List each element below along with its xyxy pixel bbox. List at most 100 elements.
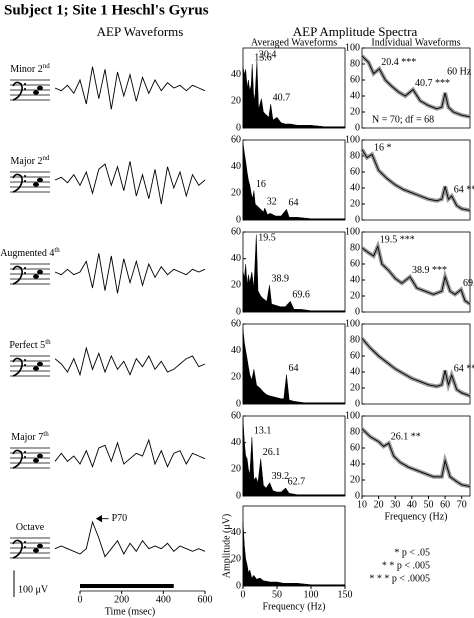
label-text: Augmented 4 — [0, 248, 54, 259]
spectrum-band — [360, 148, 471, 213]
waveform — [54, 66, 206, 110]
waveform — [54, 346, 206, 377]
y-tick-label: 20 — [350, 290, 360, 301]
peak-label: 62.7 — [288, 476, 306, 487]
bass-clef — [12, 265, 23, 285]
x-tick-label: 60 — [440, 499, 450, 510]
significance-legend: * * p < .005 — [382, 560, 430, 571]
y-tick-label: 20 — [231, 188, 241, 199]
y-tick-label: 0 — [236, 306, 241, 317]
clef-dot — [24, 359, 26, 361]
clef-dot — [24, 541, 26, 543]
peak-label: 64 *** — [454, 184, 474, 195]
clef-dot — [24, 546, 26, 548]
clef-dot — [24, 451, 26, 453]
y-tick-label: 40 — [350, 90, 360, 101]
x-axis-label: Frequency (Hz) — [262, 601, 325, 612]
clef-dot — [24, 180, 26, 182]
y-tick-label: 20 — [231, 372, 241, 383]
y-tick-label: 80 — [350, 334, 360, 345]
y-tick-label: 40 — [231, 253, 241, 264]
panel-frame — [242, 505, 346, 587]
y-tick-label: 20 — [350, 106, 360, 117]
peak-label: 32 — [267, 196, 277, 207]
note — [33, 366, 39, 371]
y-tick-label: 0 — [355, 306, 360, 317]
y-tick-label: 80 — [350, 426, 360, 437]
y-tick-label: 100 — [345, 226, 360, 237]
y-tick-label: 40 — [231, 69, 241, 80]
row-label: Perfect 5th — [9, 338, 51, 352]
x-tick-label: 0 — [241, 589, 246, 600]
note — [33, 182, 39, 187]
label-sup: th — [45, 338, 51, 346]
scale-bar-label: 100 μV — [18, 584, 49, 595]
panel-frame — [361, 415, 471, 497]
spectrum-line — [361, 428, 471, 487]
peak-label: 38.9 *** — [412, 265, 447, 276]
row-label: Augmented 4th — [0, 246, 60, 260]
y-tick-label: 40 — [231, 437, 241, 448]
y-tick-label: 60 — [350, 350, 360, 361]
significance-legend: * * * p < .0005 — [369, 573, 430, 584]
x-tick-label: 400 — [156, 594, 171, 605]
clef-dot — [24, 267, 26, 269]
peak-label: 13.6 — [254, 52, 271, 63]
x-tick-label: 10 — [357, 499, 367, 510]
clef-dot — [24, 175, 26, 177]
y-tick-label: 40 — [231, 345, 241, 356]
x-tick-label: 150 — [338, 589, 353, 600]
x-tick-label: 30 — [390, 499, 400, 510]
y-tick-label: 80 — [350, 242, 360, 253]
panel-title: Averaged Waveforms — [251, 37, 337, 48]
note — [37, 361, 43, 367]
waveform — [54, 253, 206, 294]
note — [37, 177, 43, 183]
row-label: Major 7th — [11, 430, 49, 444]
note — [37, 543, 43, 549]
y-tick-label: 0 — [236, 580, 241, 591]
waveform — [54, 438, 206, 469]
y-tick-label: 20 — [350, 198, 360, 209]
peak-label: 19.5 — [258, 232, 276, 243]
clef-dot — [24, 456, 26, 458]
y-tick-label: 0 — [355, 398, 360, 409]
bass-clef — [12, 357, 23, 377]
clef-dot — [24, 88, 26, 90]
waveform — [54, 161, 206, 205]
panel-frame — [361, 231, 471, 313]
y-tick-label: 20 — [350, 474, 360, 485]
y-tick-label: 0 — [236, 398, 241, 409]
y-tick-label: 20 — [231, 464, 241, 475]
spectrum-area — [242, 418, 346, 497]
peak-label: 69.6 — [292, 290, 310, 301]
annotation: P70 — [112, 513, 128, 524]
bass-clef — [12, 81, 23, 101]
x-tick-label: 50 — [272, 589, 282, 600]
note — [37, 269, 43, 275]
panel-title: Individual Waveforms — [371, 37, 460, 48]
x-tick-label: 50 — [423, 499, 433, 510]
y-tick-label: 40 — [231, 527, 241, 538]
bass-clef — [12, 539, 23, 559]
y-tick-label: 60 — [231, 410, 241, 421]
waveform — [54, 520, 206, 558]
column-title: AEP Waveforms — [97, 24, 184, 39]
x-tick-label: 0 — [78, 594, 83, 605]
y-tick-label: 20 — [231, 280, 241, 291]
stimulus-bar — [80, 584, 174, 588]
label-sup: th — [54, 246, 60, 254]
y-tick-label: 100 — [345, 410, 360, 421]
spectrum-line — [361, 149, 471, 211]
y-tick-label: 100 — [345, 134, 360, 145]
peak-label: 26.1 — [263, 447, 281, 458]
peak-label: 38.9 — [271, 274, 289, 285]
label-sup: th — [43, 430, 49, 438]
row-label: Major 2nd — [11, 154, 50, 168]
y-tick-label: 0 — [236, 214, 241, 225]
label-sup: nd — [42, 154, 50, 162]
spectrum-area — [242, 521, 346, 587]
row-label: Minor 2nd — [10, 62, 50, 76]
y-tick-label: 60 — [350, 442, 360, 453]
